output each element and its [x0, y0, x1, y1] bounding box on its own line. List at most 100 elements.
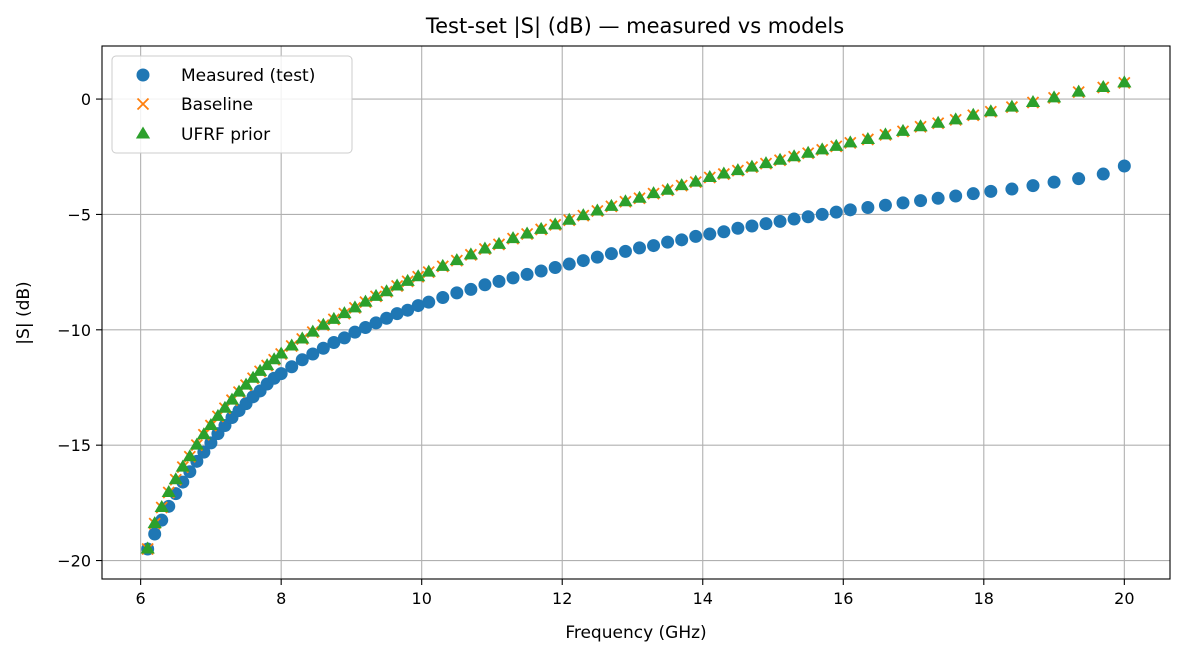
ufrf-prior-point [702, 170, 717, 183]
ufrf-prior-point [161, 484, 176, 497]
measured-point [931, 191, 945, 205]
ufrf-prior-point [660, 182, 675, 195]
ufrf-prior-point [267, 352, 282, 365]
measured-point [633, 241, 647, 255]
measured-point [618, 244, 632, 258]
legend-marker-ufrf-prior-point [135, 126, 151, 139]
measured-point [717, 225, 731, 239]
legend-label-baseline: Baseline [181, 95, 253, 115]
ufrf-prior-point [646, 186, 661, 199]
ufrf-prior-point [1117, 75, 1132, 88]
measured-point [1117, 159, 1131, 173]
ufrf-prior-point [534, 221, 549, 234]
ufrf-prior-point [284, 338, 299, 351]
ufrf-prior-point [860, 131, 875, 144]
series-circle [141, 159, 1131, 556]
ufrf-prior-point [238, 377, 254, 390]
ufrf-prior-point [895, 123, 911, 136]
measured-point [306, 347, 320, 361]
legend-marker-baseline-point [136, 97, 150, 111]
ufrf-prior-point [305, 324, 320, 337]
measured-point [815, 207, 829, 221]
ufrf-prior-point [154, 499, 169, 512]
measured-point [1026, 179, 1040, 193]
ufrf-prior-point [604, 198, 619, 211]
ufrf-prior-point [772, 152, 788, 165]
series-triangle [140, 75, 1132, 554]
measured-point [675, 233, 689, 247]
y-tick-label: −10 [57, 321, 91, 340]
measured-point [731, 221, 745, 235]
measured-point [534, 264, 548, 278]
ufrf-prior-point [326, 311, 341, 324]
ufrf-prior-point [435, 258, 450, 271]
measured-point [295, 353, 309, 367]
measured-point [576, 254, 590, 268]
ufrf-prior-point [878, 127, 893, 140]
measured-point [896, 196, 910, 210]
measured-point [1096, 167, 1110, 181]
legend-markers [135, 68, 151, 139]
measured-point [787, 212, 801, 226]
measured-point [380, 311, 394, 325]
ufrf-prior-point [786, 149, 802, 162]
measured-point [548, 261, 562, 275]
measured-point [949, 189, 963, 203]
ufrf-prior-point [1004, 99, 1020, 112]
measured-point [422, 295, 436, 309]
y-tick-label: 0 [81, 90, 91, 109]
ufrf-prior-point [913, 119, 928, 132]
measured-point [562, 257, 576, 271]
ufrf-prior-point [252, 363, 268, 376]
ufrf-prior-point [1071, 84, 1086, 97]
ufrf-prior-point [491, 236, 507, 249]
ufrf-prior-point [758, 156, 774, 169]
ufrf-prior-point [379, 284, 394, 297]
ufrf-prior-point [463, 247, 479, 260]
ufrf-prior-point [931, 115, 946, 128]
ufrf-prior-point [147, 516, 162, 529]
measured-point [661, 235, 675, 249]
plot-frame [101, 45, 1171, 580]
legend-marker-measured-point [136, 68, 150, 82]
measured-point [703, 227, 717, 241]
x-tick-label: 18 [974, 589, 994, 608]
measured-point [689, 229, 703, 243]
axis-ticks: 6 8 10 12 14 16 18 20 −20 −15 −10 −5 0 [57, 90, 1134, 608]
ufrf-prior-point [562, 212, 577, 225]
x-tick-label: 16 [833, 589, 853, 608]
ufrf-prior-point [1046, 90, 1062, 103]
measured-point [492, 274, 506, 288]
measured-point [878, 198, 892, 212]
y-axis-label: |S| (dB) [14, 281, 34, 344]
ufrf-prior-point [815, 142, 830, 155]
y-tick-label: −20 [57, 552, 91, 571]
ufrf-prior-point [477, 241, 493, 254]
measured-point [274, 367, 288, 381]
ufrf-prior-point [618, 194, 633, 207]
ufrf-prior-point [224, 392, 240, 405]
x-tick-label: 10 [412, 589, 432, 608]
ufrf-prior-point [576, 208, 591, 221]
measured-point [1005, 182, 1019, 196]
x-tick-label: 12 [552, 589, 572, 608]
ufrf-prior-point [389, 278, 405, 291]
measured-point [337, 331, 351, 345]
measured-point [914, 194, 928, 208]
x-tick-label: 6 [136, 589, 146, 608]
ufrf-prior-point [632, 190, 647, 203]
ufrf-prior-point [829, 138, 844, 151]
ufrf-prior-point [168, 472, 183, 485]
measured-point [745, 219, 759, 233]
measured-point [411, 299, 425, 313]
ufrf-prior-point [730, 163, 746, 176]
ufrf-prior-point [203, 418, 219, 431]
ufrf-prior-point [210, 408, 226, 421]
ufrf-prior-point [358, 294, 373, 307]
ufrf-prior-point [259, 358, 275, 371]
measured-point [285, 360, 299, 374]
measured-point [358, 320, 372, 334]
ufrf-prior-point [140, 541, 155, 554]
